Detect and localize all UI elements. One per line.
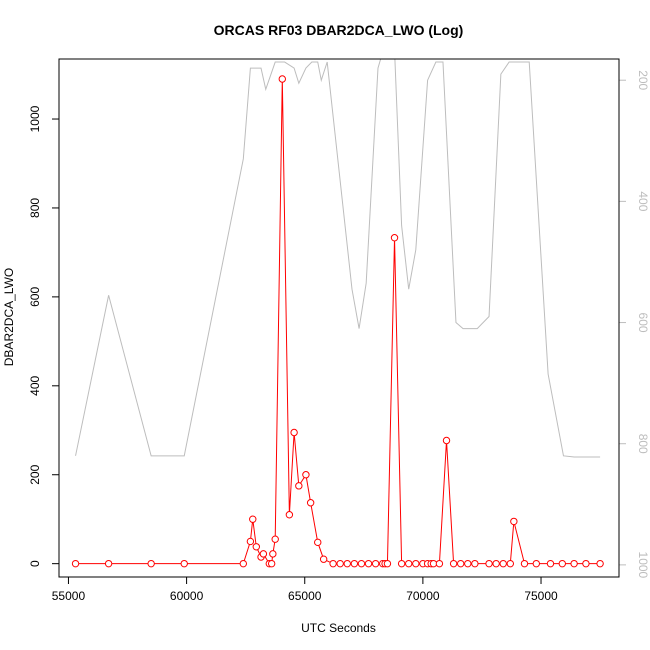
data-point — [271, 535, 279, 543]
data-point — [449, 559, 458, 568]
x-tick-label: 75000 — [524, 589, 558, 603]
data-point — [510, 517, 518, 526]
y2-tick-label: 800 — [636, 434, 650, 454]
y2-tick-label: 200 — [636, 70, 650, 90]
data-point — [343, 559, 351, 568]
data-point — [290, 428, 298, 437]
data-point — [397, 559, 406, 568]
data-point — [383, 559, 392, 568]
data-point — [492, 559, 500, 568]
data-point — [558, 559, 566, 568]
data-point — [357, 559, 366, 568]
data-point — [506, 559, 515, 568]
y-tick-label: 800 — [28, 198, 42, 218]
data-point — [464, 559, 472, 568]
data-point — [532, 559, 540, 568]
data-point — [302, 471, 310, 479]
data-point — [456, 559, 465, 568]
y-tick-label: 400 — [28, 375, 42, 395]
x-tick-label: 60000 — [170, 589, 204, 603]
data-point — [520, 559, 529, 568]
data-point — [249, 515, 257, 523]
y-tick-label: 1000 — [28, 105, 42, 132]
y-axis-label: DBAR2DCA_LWO — [2, 268, 16, 366]
data-point — [180, 559, 188, 568]
data-point — [412, 559, 420, 568]
y2-tick-label: 400 — [636, 191, 650, 211]
data-point — [285, 511, 294, 519]
y2-tick-label: 1000 — [636, 552, 650, 579]
axes: 55000 60000 65000 70000 75000 0 200 400 600 800 10… — [28, 70, 650, 603]
data-point — [246, 537, 255, 546]
data-point — [405, 559, 413, 568]
data-point — [336, 559, 344, 568]
data-point — [371, 559, 380, 568]
y-tick-label: 200 — [28, 464, 42, 484]
data-point — [319, 555, 328, 563]
data-point — [267, 559, 276, 568]
data-point — [259, 550, 268, 558]
data-point — [104, 559, 113, 568]
y2-tick-label: 600 — [636, 313, 650, 333]
data-point — [314, 538, 322, 547]
data-point — [269, 550, 277, 558]
data-point — [499, 559, 507, 568]
data-point — [390, 234, 399, 242]
data-point — [239, 559, 248, 568]
series-line-secondary — [75, 59, 601, 458]
chart-title: ORCAS RF03 DBAR2DCA_LWO (Log) — [214, 22, 464, 38]
data-point — [582, 559, 590, 568]
x-tick-label: 65000 — [288, 589, 322, 603]
data-point — [306, 499, 315, 507]
data-point — [329, 559, 337, 568]
secondary-series — [75, 59, 601, 458]
data-point — [471, 559, 479, 568]
y-tick-label: 0 — [28, 560, 42, 567]
plot-frame — [58, 58, 620, 578]
x-tick-label: 70000 — [406, 589, 440, 603]
data-point — [71, 559, 80, 568]
data-point — [364, 559, 373, 568]
data-point — [485, 559, 493, 568]
data-point — [435, 559, 444, 568]
x-axis-label: UTC Seconds — [301, 621, 376, 635]
data-point — [252, 543, 260, 551]
data-point — [570, 559, 578, 568]
data-point — [147, 559, 155, 568]
data-point — [350, 559, 359, 568]
series-line-primary — [75, 79, 601, 565]
x-tick-label: 55000 — [52, 589, 86, 603]
y-tick-label: 600 — [28, 287, 42, 307]
primary-series — [71, 75, 604, 568]
data-point — [442, 436, 451, 445]
data-point — [546, 559, 555, 568]
data-point — [295, 482, 303, 490]
data-point — [278, 75, 286, 83]
data-point — [596, 559, 604, 568]
